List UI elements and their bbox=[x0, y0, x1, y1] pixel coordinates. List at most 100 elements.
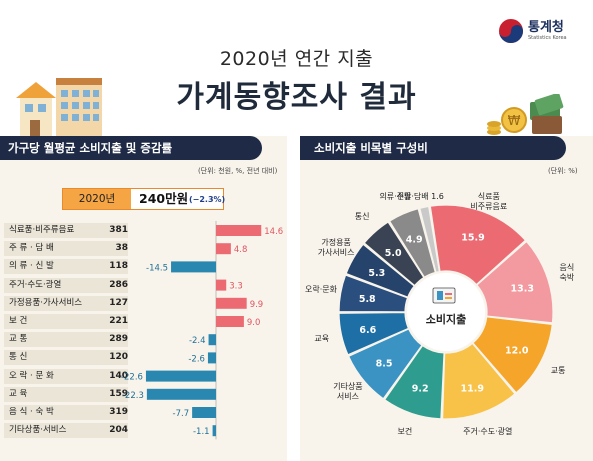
slice-category-line: 식료품 bbox=[477, 192, 500, 201]
left-panel-unit: (단위: 천원, %, 전년 대비) bbox=[198, 167, 278, 175]
monthly-amount: 127 bbox=[109, 297, 128, 308]
composition-donut-chart: 15.9 13.3 12.0 11.9 9.2 8.5 6.6 5.8 5.35.0 4.9 소비지… bbox=[338, 204, 554, 420]
monthly-amount: 381 bbox=[109, 225, 128, 235]
change-value-label: -22.6 bbox=[121, 373, 143, 383]
change-bar bbox=[216, 243, 231, 255]
change-bar bbox=[171, 261, 216, 273]
slice-category-line: 교육 bbox=[314, 333, 330, 343]
house-illustration-icon bbox=[16, 78, 102, 136]
change-bar bbox=[216, 279, 227, 291]
change-bar bbox=[216, 316, 244, 327]
slice-value-label: 15.9 bbox=[461, 233, 484, 244]
change-value-label: -1.1 bbox=[193, 427, 210, 437]
monthly-amount: 221 bbox=[109, 316, 128, 326]
total-amount: 240만원 bbox=[139, 191, 189, 206]
slice-value-label: 6.6 bbox=[359, 325, 376, 336]
monthly-amount: 120 bbox=[109, 352, 128, 363]
donut-slice bbox=[476, 240, 554, 324]
slice-category-line: 주거·수도·광열 bbox=[463, 426, 513, 436]
page-subtitle: 2020년 연간 지출 bbox=[219, 48, 374, 70]
change-rate-bar-chart: 14.6 4.8 -14.5 3.3 9.9 9.0 -2.4 -2.6 -22.6 -22.3 -… bbox=[121, 221, 283, 440]
change-bar bbox=[208, 334, 216, 346]
donut-slice bbox=[338, 274, 409, 313]
slice-category-line: 의류·신발 bbox=[379, 192, 412, 201]
logo-name-en: Statistics Korea bbox=[528, 35, 567, 41]
right-panel-unit: (단위: %) bbox=[548, 167, 578, 175]
change-value-label: -2.4 bbox=[189, 336, 206, 346]
slice-category-line: 가정용품 bbox=[321, 238, 351, 248]
monthly-amount: 38 bbox=[115, 243, 128, 254]
change-value-label: 9.9 bbox=[250, 300, 264, 310]
slice-value-label: 8.5 bbox=[376, 359, 393, 370]
donut-center-label: 소비지출 bbox=[426, 312, 466, 326]
change-value-label: -2.6 bbox=[188, 354, 205, 364]
donut-slice bbox=[419, 205, 441, 273]
donut-slice bbox=[383, 344, 445, 420]
slice-category-label: 교통 bbox=[551, 366, 566, 376]
right-panel-title: 소비지출 비목별 구성비 bbox=[300, 136, 566, 160]
donut-slice bbox=[347, 328, 423, 400]
left-panel-title: 가구당 월평균 소비지출 및 증감률 bbox=[0, 136, 262, 160]
change-value-label: 14.6 bbox=[264, 227, 283, 237]
monthly-amount: 204 bbox=[109, 425, 128, 436]
monthly-amount: 286 bbox=[109, 279, 128, 290]
change-bar bbox=[216, 297, 247, 309]
category-label: 보 건 bbox=[4, 314, 128, 329]
donut-slice bbox=[338, 311, 410, 356]
slice-category-label: 기타상품 서비스 bbox=[333, 382, 362, 402]
slice-category-line: 주류·담배 1.6 bbox=[396, 192, 444, 201]
change-value-label: 3.3 bbox=[229, 282, 243, 292]
category-label: 음 식 · 숙 박 bbox=[4, 405, 128, 420]
change-value-label: 4.8 bbox=[234, 245, 248, 255]
category-label: 식료품·비주류음료 bbox=[4, 223, 128, 238]
slice-category-label: 주거·수도·광열 bbox=[463, 427, 512, 437]
change-value-label: 9.0 bbox=[247, 318, 261, 328]
donut-slice bbox=[363, 221, 425, 287]
slice-value-label: 12.0 bbox=[505, 345, 529, 356]
page-title: 가계동향조사 결과 bbox=[176, 80, 417, 115]
slice-category-label: 식료품 비주류음료 bbox=[470, 192, 507, 212]
category-label: 통 신 bbox=[4, 350, 128, 366]
slice-category-label: 교육 bbox=[314, 334, 329, 344]
coins-and-money-icon: ₩ bbox=[487, 94, 564, 135]
logo-name-kr: 통계청 bbox=[528, 20, 564, 35]
slice-category-line: 가사서비스 bbox=[317, 248, 355, 258]
category-label: 교 통 bbox=[4, 332, 128, 348]
donut-slice bbox=[429, 204, 527, 286]
slice-value-label: 4.9 bbox=[406, 235, 423, 246]
total-change: (−2.3%) bbox=[189, 195, 226, 204]
change-bar bbox=[192, 407, 216, 418]
monthly-amount: 159 bbox=[109, 388, 128, 399]
change-bar bbox=[146, 388, 216, 400]
change-bar bbox=[212, 425, 216, 437]
change-value-label: -22.3 bbox=[122, 391, 144, 401]
slice-category-line: 서비스 bbox=[336, 392, 359, 402]
slice-category-label: 가정용품 가사서비스 bbox=[318, 238, 355, 258]
slice-value-label: 13.3 bbox=[510, 284, 533, 295]
category-label: 의 류 · 신 발 bbox=[4, 259, 128, 275]
change-bar bbox=[145, 370, 216, 382]
slice-category-line: 음식 bbox=[559, 263, 575, 273]
donut-slice bbox=[388, 207, 437, 278]
donut-slice bbox=[441, 342, 516, 420]
category-label: 오 락 · 문 화 bbox=[4, 368, 128, 384]
slice-value-label: 5.8 bbox=[359, 294, 376, 305]
slice-category-label: 통신 bbox=[355, 212, 370, 222]
category-label: 가정용품·가사서비스 bbox=[4, 295, 128, 311]
statistics-korea-logo: 통계청 Statistics Korea bbox=[498, 18, 567, 44]
slice-category-line: 기타상품 bbox=[333, 382, 363, 392]
total-year: 2020년 bbox=[63, 189, 131, 209]
category-label: 교 육 bbox=[4, 386, 128, 402]
monthly-amount: 289 bbox=[109, 334, 128, 345]
change-value-label: -7.7 bbox=[173, 409, 190, 419]
change-bar bbox=[216, 225, 262, 236]
change-bar bbox=[207, 352, 216, 364]
change-value-label: -14.5 bbox=[146, 263, 168, 273]
slice-value-label: 11.9 bbox=[461, 384, 484, 395]
slice-category-line: 통신 bbox=[354, 211, 370, 221]
slice-value-label: 5.3 bbox=[368, 268, 385, 279]
slice-value-label: 5.0 bbox=[385, 248, 402, 259]
slice-value-label: 9.2 bbox=[412, 384, 429, 395]
slice-category-label: 주류·담배 1.6 bbox=[397, 192, 444, 202]
